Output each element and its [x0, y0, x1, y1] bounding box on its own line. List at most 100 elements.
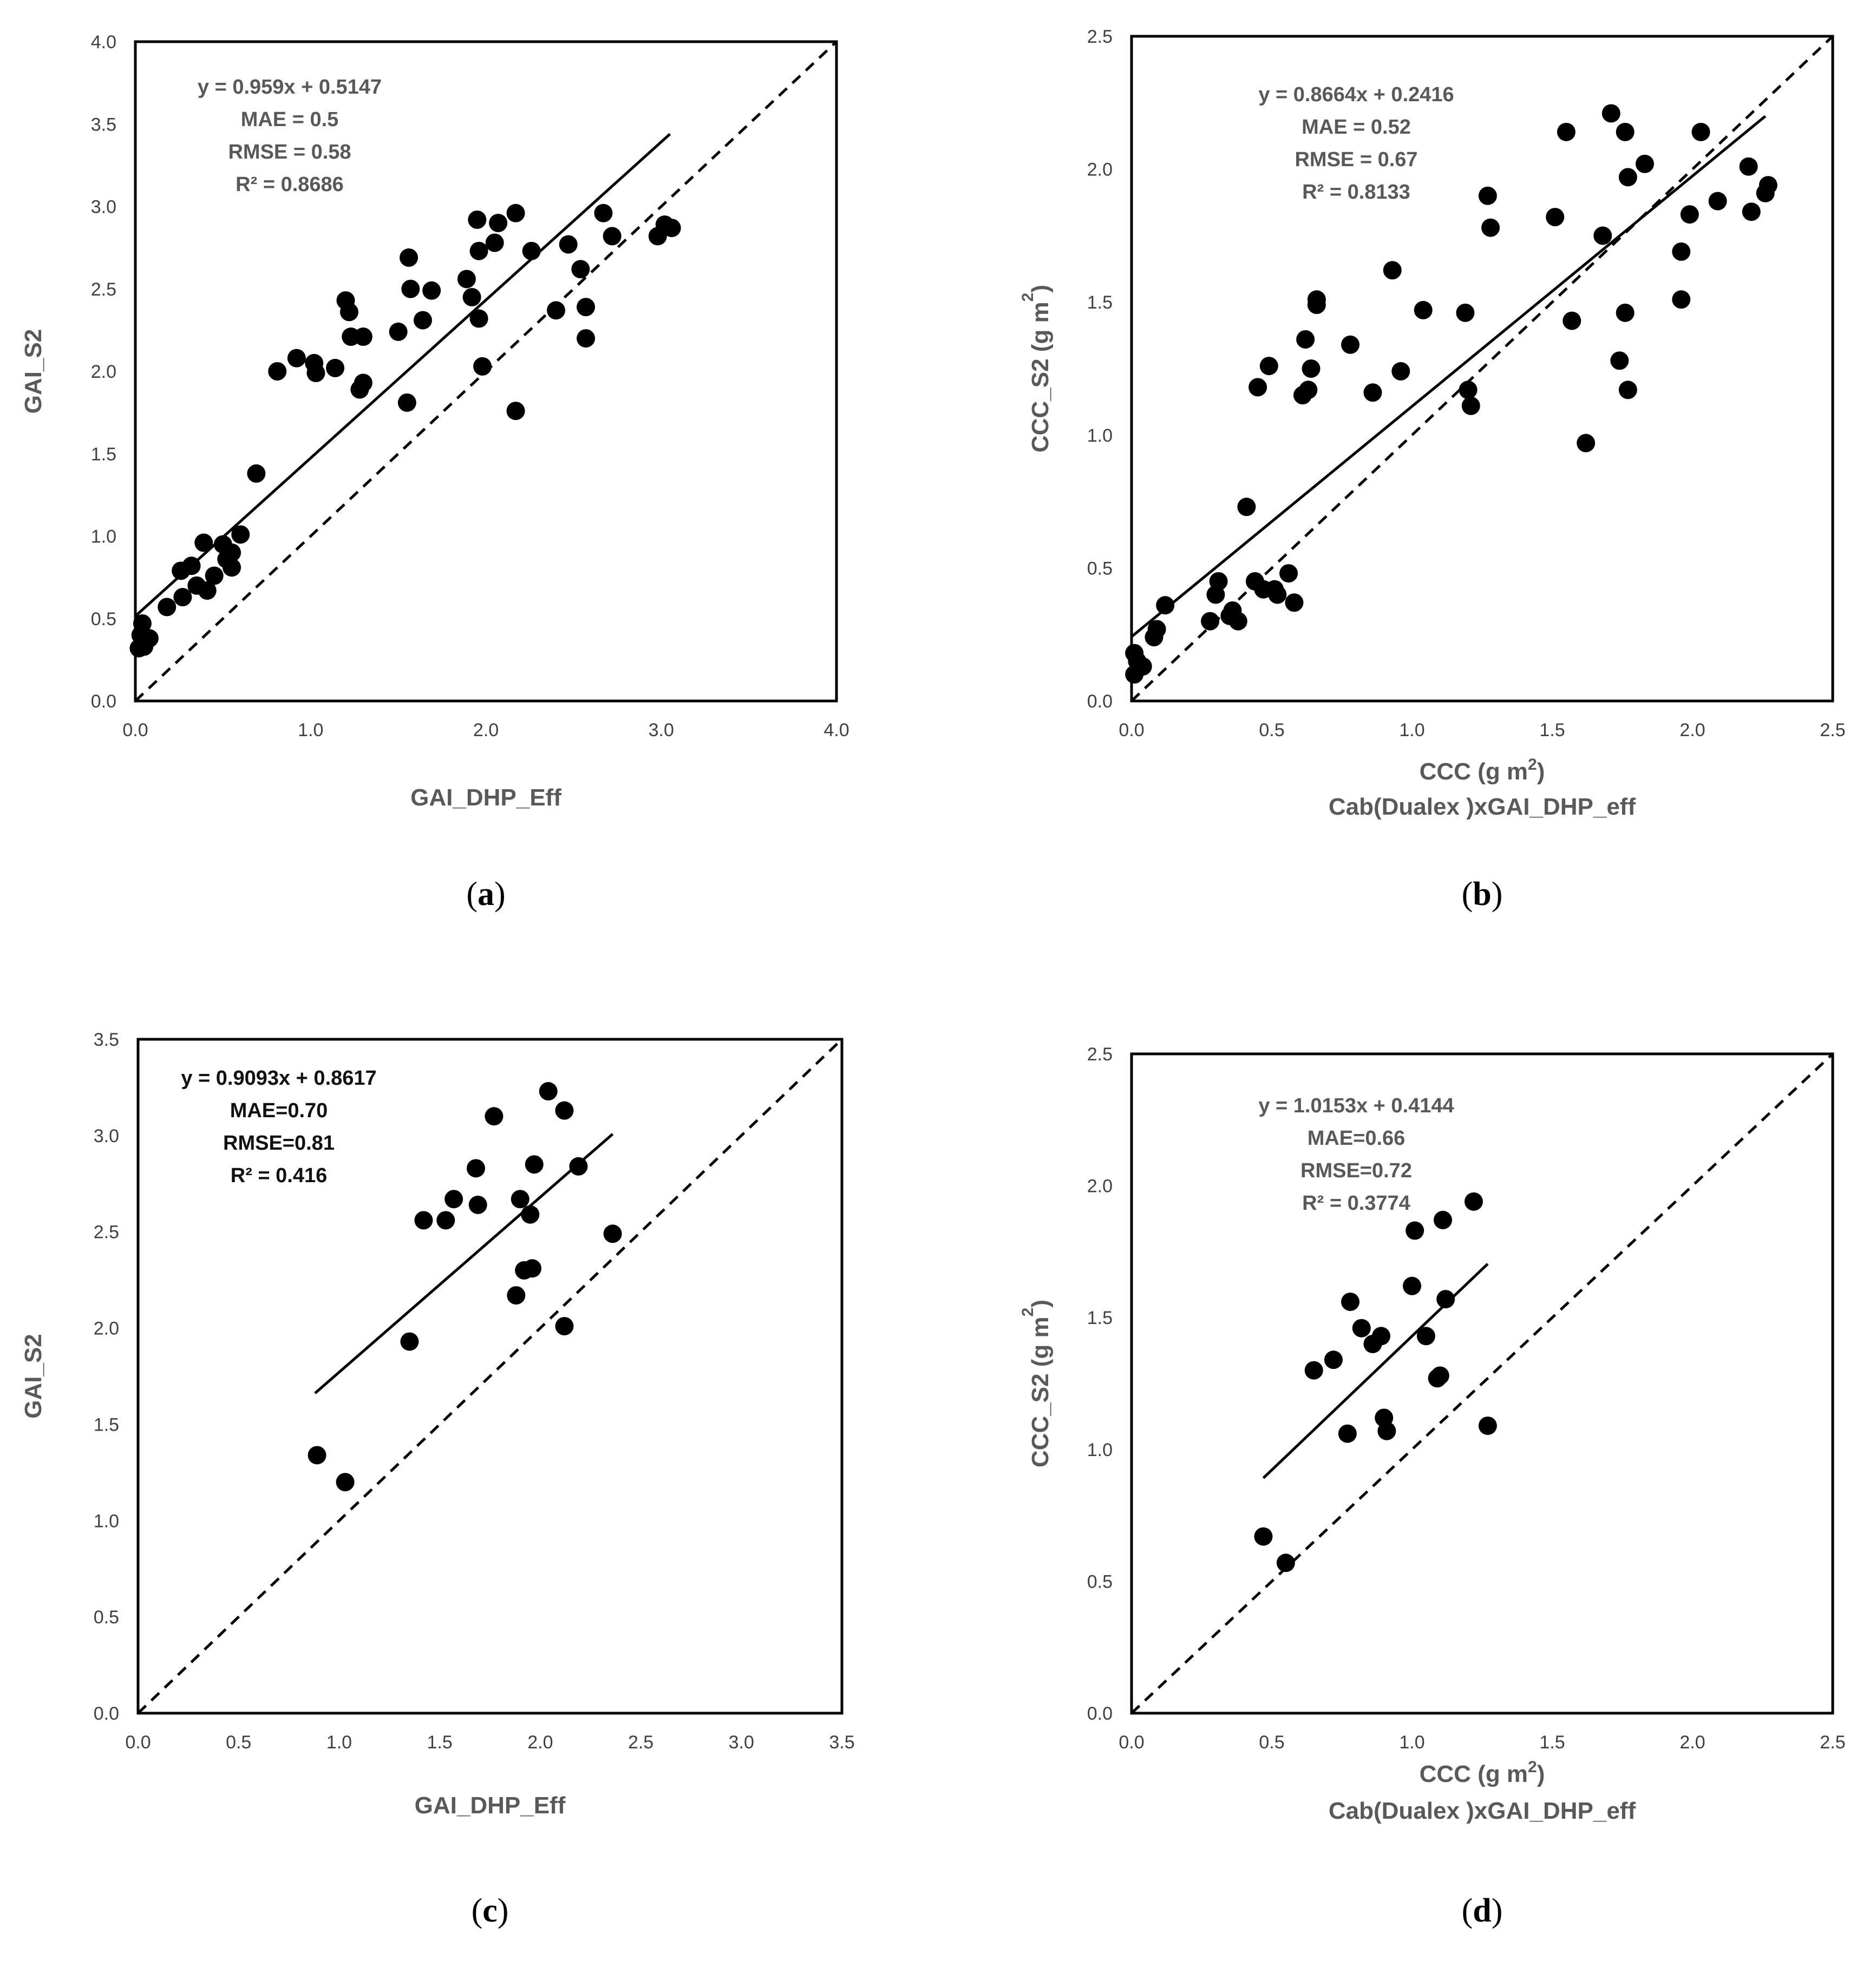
chart-panel-a: 0.0 1.0 2.0 3.0 4.0 0.0 0.5 1.0 1.5 2.0 2.5 3.0 3.5 4… [20, 32, 849, 913]
data-point [1546, 208, 1565, 227]
data-point [401, 279, 420, 298]
data-point [1680, 205, 1699, 224]
data-point [468, 1195, 487, 1214]
data-point [205, 566, 224, 585]
y-tick-label: 1.0 [91, 527, 116, 547]
y-tick-label: 2.0 [94, 1319, 119, 1339]
data-point [555, 1101, 574, 1120]
data-point [247, 464, 266, 483]
data-point [1324, 1351, 1343, 1369]
y-tick-label: 0.5 [91, 609, 116, 630]
x-tick-label: 2.5 [1820, 720, 1845, 740]
y-tick-label: 2.5 [1087, 27, 1113, 47]
x-tick-label: 1.5 [1539, 1732, 1565, 1753]
data-point [662, 219, 681, 238]
x-axis-title: GAI_DHP_Eff [410, 784, 561, 811]
stat-equation: y = 0.8664x + 0.2416 [1258, 83, 1454, 106]
x-tick-label: 2.0 [1679, 720, 1705, 740]
x-tick-label: 0.0 [125, 1732, 151, 1753]
data-point [198, 581, 217, 600]
data-point [1338, 1424, 1357, 1443]
data-point [1436, 1290, 1455, 1309]
data-point [577, 298, 596, 317]
data-point [1156, 596, 1175, 615]
y-tick-label: 2.0 [1087, 160, 1113, 180]
data-point [522, 241, 541, 260]
data-point [506, 402, 525, 421]
data-point [603, 1224, 622, 1243]
y-tick-label: 2.0 [91, 362, 116, 382]
x-tick-label: 2.0 [527, 1732, 553, 1753]
data-point [577, 329, 596, 348]
y-tick-label: 1.5 [94, 1414, 119, 1435]
data-point [1383, 261, 1402, 280]
y-tick-label: 0.0 [94, 1703, 119, 1724]
data-point [525, 1155, 544, 1174]
data-point [413, 311, 432, 330]
data-point [231, 525, 250, 544]
one-to-one-line [1130, 35, 1834, 702]
y-tick-label: 3.5 [94, 1030, 119, 1050]
plot-frame [1130, 1052, 1834, 1715]
data-point [1209, 572, 1228, 591]
y-tick-label: 3.5 [91, 114, 116, 135]
data-point [1228, 612, 1247, 631]
data-point [1259, 357, 1278, 376]
data-point [1249, 378, 1267, 397]
x-tick-label: 0.0 [1119, 1732, 1144, 1753]
plot-frame [134, 40, 838, 703]
data-point [1456, 303, 1475, 322]
data-point [339, 303, 358, 322]
data-point [1563, 311, 1581, 330]
x-tick-label: 2.5 [628, 1732, 653, 1753]
x-tick-label: 1.0 [1399, 1732, 1424, 1753]
x-tick-label: 1.0 [298, 720, 323, 740]
data-point [559, 235, 578, 254]
stat-r2: R² = 0.416 [231, 1164, 328, 1187]
data-point [1416, 1327, 1435, 1346]
panel-label: (b) [1462, 876, 1503, 913]
data-point [354, 373, 372, 392]
x-tick-label: 3.5 [829, 1732, 854, 1753]
data-point [469, 309, 488, 328]
data-point [389, 322, 408, 341]
x-tick-label: 2.5 [1820, 1732, 1845, 1753]
y-tick-label: 1.0 [1087, 1440, 1113, 1460]
stat-mae: MAE = 0.5 [241, 108, 339, 131]
panel-label: (c) [472, 1892, 509, 1929]
data-point [1708, 192, 1727, 211]
y-tick-label: 0.0 [1087, 1703, 1113, 1724]
data-point [1672, 290, 1691, 309]
data-point [485, 233, 504, 252]
y-tick-label: 3.0 [94, 1126, 119, 1146]
data-point [1341, 1292, 1360, 1311]
x-tick-label: 0.0 [1119, 720, 1144, 740]
stat-rmse: RMSE=0.72 [1300, 1159, 1412, 1182]
data-point [1459, 381, 1478, 399]
regression-line [314, 1133, 614, 1394]
y-tick-label: 2.5 [94, 1222, 119, 1243]
stat-rmse: RMSE = 0.67 [1295, 148, 1417, 171]
data-point [1464, 1192, 1483, 1211]
data-point [603, 227, 622, 246]
stat-equation: y = 0.9093x + 0.8617 [181, 1067, 376, 1090]
data-point [1406, 1221, 1424, 1240]
data-point [1635, 154, 1654, 173]
y-axis-title: CCC_S2 (g m2) [1019, 285, 1054, 453]
y-tick-label: 0.5 [94, 1607, 119, 1628]
data-point [521, 1205, 540, 1224]
x-tick-label: 1.5 [1539, 720, 1565, 740]
x-tick-label: 2.0 [473, 720, 499, 740]
data-point [1372, 1327, 1391, 1346]
x-tick-label: 4.0 [823, 720, 849, 740]
x-tick-label: 0.5 [1259, 1732, 1284, 1753]
data-point [1618, 168, 1637, 187]
data-point [473, 357, 492, 376]
data-point [507, 1286, 526, 1305]
stat-r2: R² = 0.8133 [1302, 181, 1410, 204]
data-point [287, 349, 306, 368]
data-point [445, 1190, 463, 1209]
x-tick-label: 0.0 [122, 720, 148, 740]
x-axis-subtitle: Cab(Dualex )xGAI_DHP_eff [1329, 794, 1636, 820]
data-point [523, 1259, 541, 1278]
